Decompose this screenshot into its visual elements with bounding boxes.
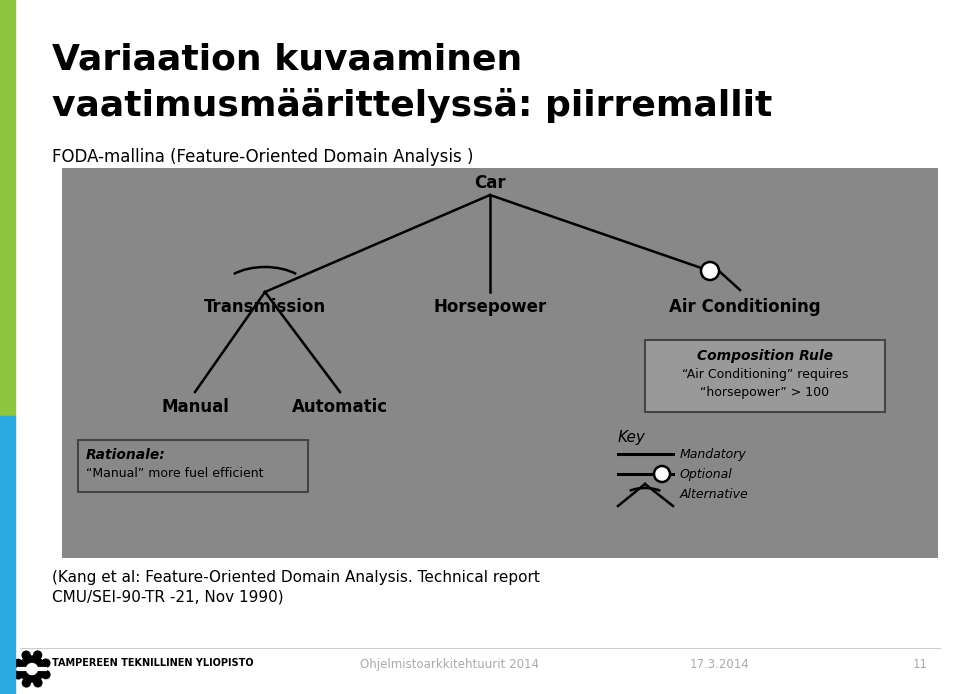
Circle shape: [34, 679, 42, 687]
Text: TAMPEREEN TEKNILLINEN YLIOPISTO: TAMPEREEN TEKNILLINEN YLIOPISTO: [52, 658, 253, 668]
Text: FODA-mallina (Feature-Oriented Domain Analysis ): FODA-mallina (Feature-Oriented Domain An…: [52, 148, 473, 166]
Circle shape: [14, 659, 22, 668]
Text: (Kang et al: Feature-Oriented Domain Analysis. Technical report: (Kang et al: Feature-Oriented Domain Ana…: [52, 570, 540, 585]
Bar: [0, 0, 15, 416]
FancyBboxPatch shape: [645, 340, 885, 412]
Text: Composition Rule: Composition Rule: [697, 349, 833, 363]
Text: Key: Key: [618, 430, 646, 445]
Text: Car: Car: [474, 174, 506, 192]
Circle shape: [22, 679, 31, 687]
Text: 11: 11: [913, 658, 927, 671]
Text: vaatimusmäärittelyssä: piirremallit: vaatimusmäärittelyssä: piirremallit: [52, 88, 773, 123]
Circle shape: [34, 651, 41, 659]
Circle shape: [27, 663, 37, 675]
Text: Mandatory: Mandatory: [680, 448, 747, 461]
Circle shape: [654, 466, 670, 482]
Text: CMU/SEI-90-TR -21, Nov 1990): CMU/SEI-90-TR -21, Nov 1990): [52, 589, 283, 604]
Text: Optional: Optional: [680, 468, 732, 480]
Circle shape: [701, 262, 719, 280]
Text: Automatic: Automatic: [292, 398, 388, 416]
Text: “Air Conditioning” requires: “Air Conditioning” requires: [682, 368, 849, 381]
Text: “Manual” more fuel efficient: “Manual” more fuel efficient: [86, 467, 263, 480]
FancyBboxPatch shape: [62, 168, 938, 558]
Bar: [0, 416, 15, 694]
Text: Air Conditioning: Air Conditioning: [669, 298, 821, 316]
Text: Ohjelmistoarkkitehtuurit 2014: Ohjelmistoarkkitehtuurit 2014: [361, 658, 540, 671]
Circle shape: [22, 651, 30, 659]
Text: Variaation kuvaaminen: Variaation kuvaaminen: [52, 42, 522, 76]
Text: Horsepower: Horsepower: [433, 298, 546, 316]
Text: 17.3.2014: 17.3.2014: [690, 658, 750, 671]
FancyBboxPatch shape: [78, 440, 308, 492]
Text: “horsepower” > 100: “horsepower” > 100: [701, 386, 829, 399]
Text: Rationale:: Rationale:: [86, 448, 166, 462]
Text: Transmission: Transmission: [204, 298, 326, 316]
Text: Manual: Manual: [161, 398, 228, 416]
Circle shape: [42, 659, 50, 667]
Circle shape: [19, 656, 45, 682]
Circle shape: [14, 671, 22, 679]
Text: Alternative: Alternative: [680, 487, 749, 500]
Circle shape: [42, 670, 50, 679]
